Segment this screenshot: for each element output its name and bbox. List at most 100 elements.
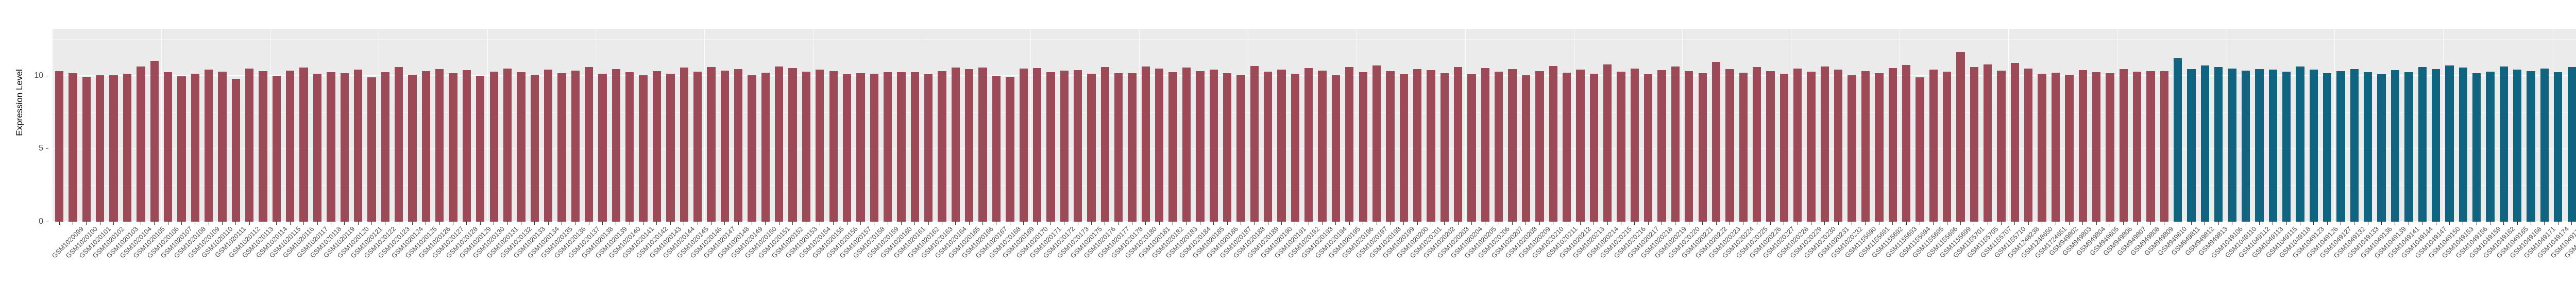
bar[interactable]: [1820, 67, 1829, 222]
bar[interactable]: [1630, 68, 1639, 222]
bar[interactable]: [1155, 68, 1164, 222]
bar[interactable]: [748, 75, 756, 222]
bar[interactable]: [1956, 52, 1965, 222]
bar[interactable]: [856, 73, 865, 222]
bar[interactable]: [2540, 69, 2549, 222]
bar[interactable]: [2336, 71, 2345, 222]
bar[interactable]: [2255, 69, 2264, 222]
bar[interactable]: [1304, 68, 1313, 222]
bar[interactable]: [340, 73, 349, 222]
bar[interactable]: [938, 71, 946, 222]
bar[interactable]: [1698, 73, 1707, 222]
bar[interactable]: [1848, 75, 1856, 222]
bar[interactable]: [299, 68, 308, 222]
bar[interactable]: [1046, 72, 1055, 222]
bar[interactable]: [1970, 67, 1979, 222]
bar[interactable]: [965, 69, 974, 222]
bar[interactable]: [1535, 71, 1544, 222]
bar[interactable]: [123, 74, 132, 222]
bar[interactable]: [1888, 68, 1897, 222]
bar[interactable]: [1549, 65, 1557, 222]
bar[interactable]: [625, 72, 634, 222]
bar[interactable]: [2160, 71, 2169, 222]
bar[interactable]: [1114, 73, 1123, 222]
bar[interactable]: [1834, 70, 1843, 222]
bar[interactable]: [2431, 69, 2441, 222]
bar[interactable]: [1793, 69, 1802, 222]
bar[interactable]: [69, 73, 77, 222]
bar[interactable]: [204, 70, 213, 222]
bar[interactable]: [2174, 58, 2182, 222]
bar[interactable]: [816, 69, 824, 222]
bar[interactable]: [775, 67, 784, 222]
bar[interactable]: [2241, 70, 2250, 222]
bar[interactable]: [1359, 72, 1367, 222]
bar[interactable]: [1902, 65, 1911, 222]
bar[interactable]: [2527, 71, 2535, 222]
bar[interactable]: [1711, 61, 1721, 222]
bar[interactable]: [1521, 75, 1531, 222]
bar[interactable]: [557, 73, 566, 222]
bar[interactable]: [1657, 70, 1666, 222]
bar[interactable]: [489, 71, 498, 222]
bar[interactable]: [1576, 70, 1585, 222]
bar[interactable]: [2010, 62, 2020, 222]
bar[interactable]: [1942, 71, 1952, 222]
bar[interactable]: [2214, 67, 2223, 222]
bar[interactable]: [2133, 71, 2142, 222]
bar[interactable]: [1209, 69, 1218, 222]
bar[interactable]: [1345, 67, 1354, 222]
bar[interactable]: [693, 72, 702, 222]
bar[interactable]: [259, 71, 267, 222]
bar[interactable]: [2364, 72, 2372, 222]
bar[interactable]: [1182, 68, 1191, 222]
bar[interactable]: [2377, 74, 2386, 222]
bar[interactable]: [1032, 68, 1042, 222]
bar[interactable]: [245, 69, 254, 222]
bar[interactable]: [2350, 69, 2359, 222]
bar[interactable]: [1427, 70, 1435, 222]
bar[interactable]: [666, 73, 675, 222]
bar[interactable]: [870, 74, 878, 222]
bar[interactable]: [163, 72, 173, 222]
bar[interactable]: [1589, 73, 1598, 222]
bar[interactable]: [503, 68, 512, 222]
bar[interactable]: [96, 75, 105, 222]
bar[interactable]: [1141, 67, 1150, 222]
bar[interactable]: [1128, 73, 1137, 222]
bar[interactable]: [1467, 74, 1476, 222]
bar[interactable]: [1236, 75, 1245, 222]
bar[interactable]: [2065, 74, 2074, 222]
bar[interactable]: [462, 70, 471, 222]
bar[interactable]: [82, 76, 91, 222]
bar[interactable]: [177, 76, 186, 222]
bar[interactable]: [150, 61, 159, 222]
bar[interactable]: [1318, 70, 1327, 222]
bar[interactable]: [449, 73, 457, 222]
bar[interactable]: [2418, 67, 2427, 222]
bar[interactable]: [2078, 70, 2087, 222]
bar[interactable]: [978, 68, 987, 222]
bar[interactable]: [2106, 73, 2114, 222]
bar[interactable]: [1997, 70, 2006, 222]
bar[interactable]: [191, 73, 199, 222]
bar[interactable]: [286, 70, 295, 222]
bar[interactable]: [1454, 67, 1463, 222]
bar[interactable]: [2038, 73, 2046, 222]
bar[interactable]: [720, 71, 729, 222]
bar[interactable]: [1331, 75, 1341, 222]
bar[interactable]: [395, 67, 403, 222]
bar[interactable]: [639, 75, 648, 222]
bar[interactable]: [2513, 70, 2522, 222]
bar[interactable]: [408, 75, 417, 222]
bar[interactable]: [544, 70, 553, 222]
bar[interactable]: [1929, 69, 1938, 222]
bar[interactable]: [1250, 66, 1259, 222]
bar[interactable]: [1766, 71, 1775, 222]
bar[interactable]: [2323, 73, 2332, 222]
bar[interactable]: [1603, 64, 1612, 222]
bar[interactable]: [1413, 69, 1422, 222]
bar[interactable]: [992, 75, 1001, 222]
bar[interactable]: [1264, 71, 1273, 222]
bar[interactable]: [2391, 70, 2400, 222]
